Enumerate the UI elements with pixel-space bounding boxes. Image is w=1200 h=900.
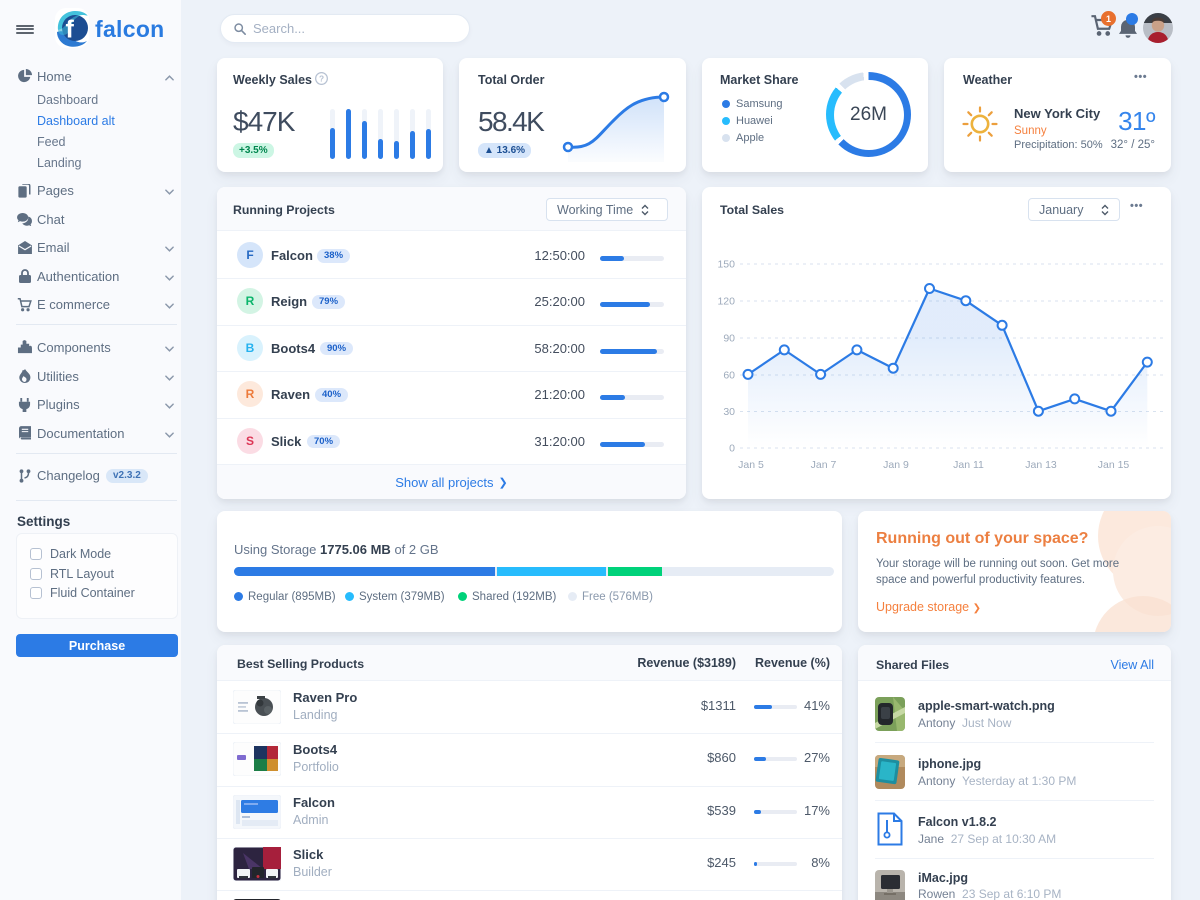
svg-text:60: 60: [723, 370, 735, 382]
svg-text:30: 30: [723, 406, 735, 418]
svg-text:f: f: [66, 16, 75, 44]
svg-text:150: 150: [717, 259, 735, 271]
svg-text:Jan 15: Jan 15: [1098, 459, 1130, 471]
svg-text:Jan 7: Jan 7: [811, 459, 837, 471]
svg-text:120: 120: [717, 296, 735, 308]
svg-text:90: 90: [723, 333, 735, 345]
svg-text:Jan 5: Jan 5: [738, 459, 764, 471]
svg-text:Jan 13: Jan 13: [1025, 459, 1057, 471]
svg-text:Jan 11: Jan 11: [953, 459, 984, 471]
svg-text:0: 0: [729, 443, 735, 455]
svg-text:Jan 9: Jan 9: [883, 459, 909, 471]
svg-text:?: ?: [319, 73, 324, 83]
